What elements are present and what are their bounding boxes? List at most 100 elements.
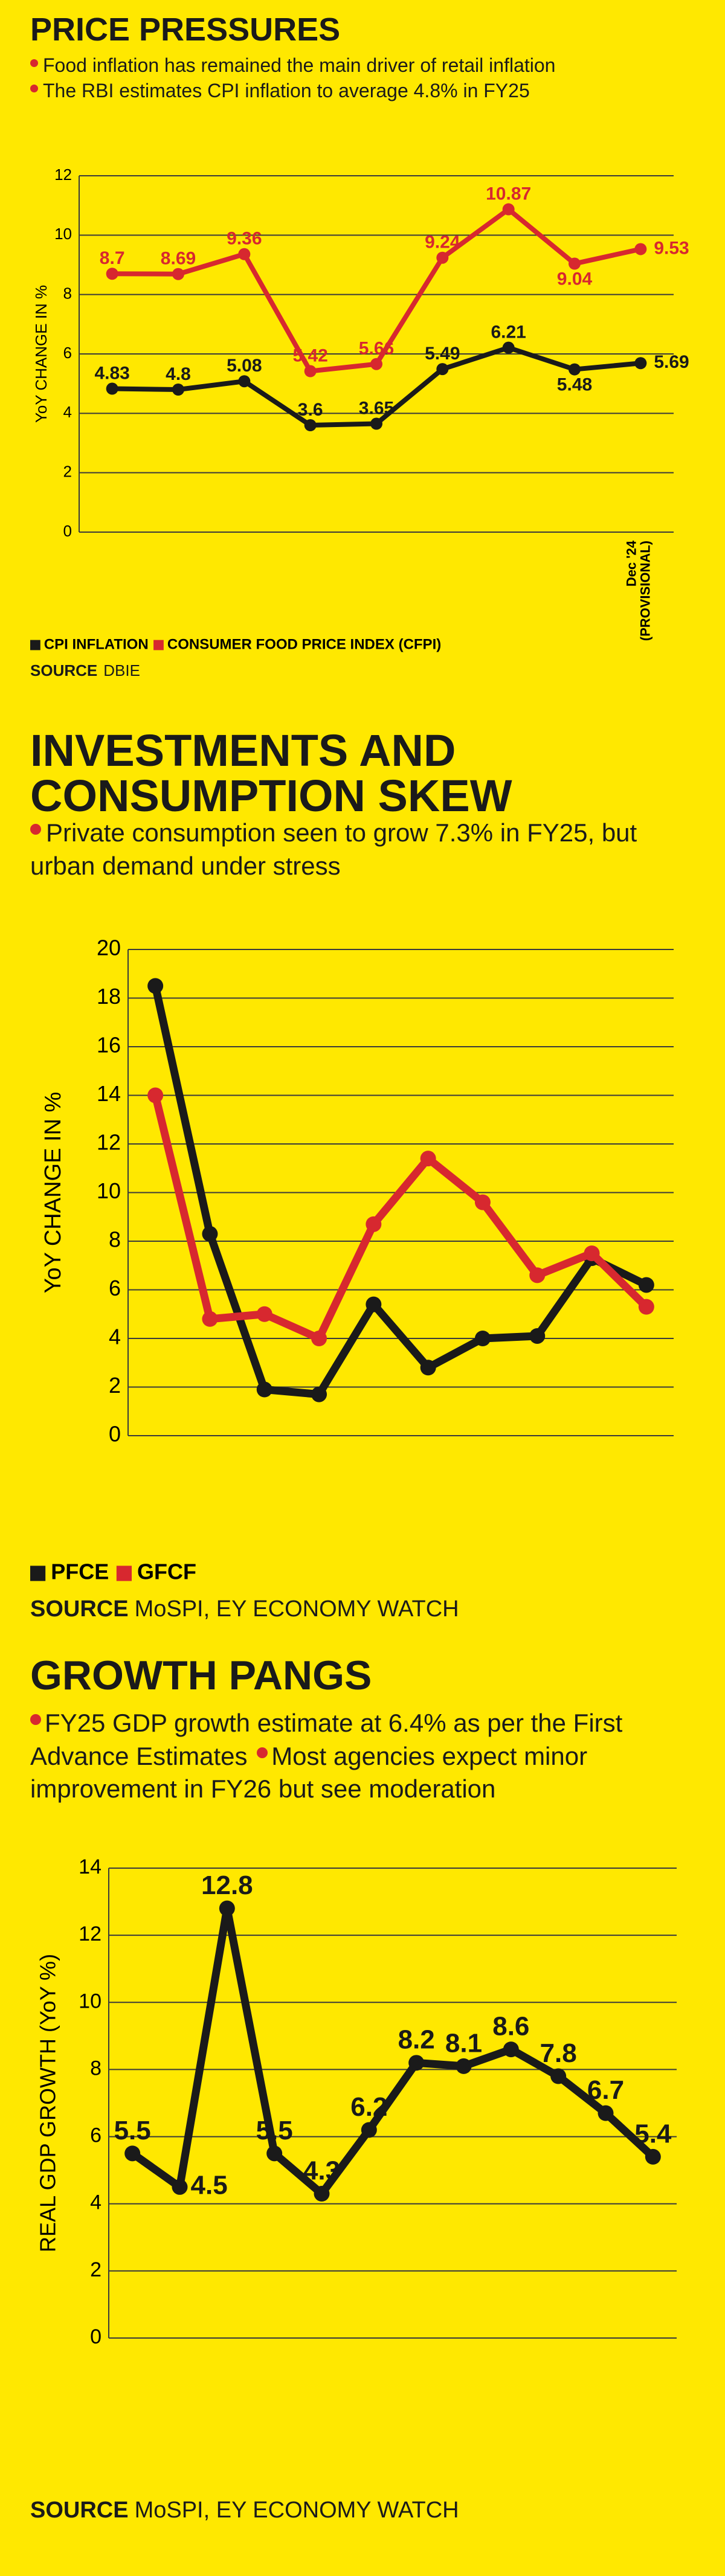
point (370, 417, 382, 430)
point (106, 268, 118, 280)
data-label: 4.8 (166, 364, 191, 384)
point (436, 363, 449, 376)
legend-label: CONSUMER FOOD PRICE INDEX (CFPI) (167, 636, 441, 652)
data-label: 9.24 (425, 233, 460, 252)
point (474, 1331, 491, 1346)
data-label: 6.2 (350, 2092, 387, 2122)
data-label: 5.5 (114, 2116, 151, 2145)
point (106, 382, 118, 395)
point (366, 1296, 382, 1312)
legend-label: GFCF (137, 1559, 196, 1584)
y-tick-label: 2 (90, 2258, 102, 2281)
y-tick-label: 6 (90, 2124, 102, 2147)
y-tick-label: 12 (79, 1922, 102, 1945)
point (172, 384, 184, 396)
chart-title: PRICE PRESSURES (30, 11, 341, 48)
point (502, 341, 515, 354)
point (502, 203, 515, 216)
y-tick-label: 6 (109, 1276, 121, 1300)
source: SOURCE MoSPI, EY ECONOMY WATCH (30, 1596, 459, 1622)
point (420, 1360, 436, 1376)
point (436, 251, 449, 264)
data-label: 5.42 (292, 345, 327, 365)
legend-label: CPI INFLATION (44, 636, 149, 652)
y-tick-label: 4 (109, 1325, 121, 1349)
y-tick-label: 2 (109, 1373, 121, 1398)
point (124, 2145, 141, 2162)
x-tick-label-line: Dec '24 (624, 540, 639, 586)
source: SOURCE DBIE (30, 661, 140, 680)
data-label: 5.66 (359, 339, 394, 359)
legend-swatch (153, 640, 164, 650)
y-tick-label: 10 (79, 1990, 102, 2012)
y-tick-label: 12 (97, 1130, 121, 1155)
data-label: 4.83 (94, 363, 129, 383)
y-tick-label: 14 (79, 1855, 102, 1878)
point (408, 2055, 425, 2071)
y-tick-label: 8 (63, 284, 72, 303)
source-text: MoSPI, EY ECONOMY WATCH (134, 2497, 459, 2523)
point (645, 2148, 661, 2165)
legend-label: PFCE (51, 1559, 109, 1584)
bullet: Most agencies expect minor improvement i… (30, 1741, 588, 1804)
point (420, 1151, 436, 1167)
point (638, 1277, 654, 1293)
bullet: FY25 GDP growth estimate at 6.4% as per … (30, 1709, 623, 1770)
source-label: SOURCE (30, 2497, 129, 2523)
point (529, 1328, 546, 1344)
data-label: 9.04 (557, 269, 593, 289)
y-tick-label: 0 (109, 1422, 121, 1447)
data-label: 5.69 (654, 352, 689, 372)
point (634, 357, 647, 370)
data-label: 9.36 (227, 229, 262, 249)
point (311, 1331, 327, 1346)
point (474, 1194, 491, 1210)
data-label: 10.87 (486, 184, 531, 204)
point (304, 365, 317, 377)
point (256, 1381, 272, 1398)
data-label: 4.5 (191, 2171, 228, 2200)
data-label: 7.8 (540, 2038, 577, 2068)
point (456, 2058, 472, 2074)
point (172, 2179, 188, 2195)
series-line (130, 1904, 656, 2198)
y-tick-label: 0 (90, 2325, 102, 2348)
point (238, 248, 251, 260)
data-label: 5.08 (227, 356, 262, 376)
data-label: 3.6 (298, 400, 323, 420)
y-tick-label: 2 (63, 463, 72, 481)
y-axis-label: YoY CHANGE IN % (40, 1092, 66, 1294)
point (311, 1386, 327, 1402)
source-text: DBIE (103, 661, 140, 679)
data-label: 5.4 (634, 2119, 672, 2148)
bullets: Food inflation has remained the main dri… (30, 53, 707, 103)
y-tick-label: 0 (63, 522, 72, 540)
x-tick-label: Dec '24(PROVISIONAL) (624, 540, 653, 641)
data-label: 9.53 (654, 238, 689, 258)
data-label: 8.7 (100, 248, 125, 268)
y-tick-label: 18 (97, 984, 121, 1009)
point (202, 1311, 218, 1327)
y-tick-label: 8 (109, 1227, 121, 1252)
source-text: MoSPI, EY ECONOMY WATCH (134, 1596, 459, 1622)
point (304, 419, 317, 431)
bullets: FY25 GDP growth estimate at 6.4% as per … (30, 1707, 683, 1806)
point (256, 1306, 272, 1322)
source-label: SOURCE (30, 1596, 129, 1622)
point (366, 1216, 382, 1232)
data-label: 8.2 (398, 2025, 435, 2055)
data-label: 6.7 (587, 2075, 624, 2105)
source-label: SOURCE (30, 661, 98, 679)
data-label: 6.21 (491, 323, 526, 342)
point (314, 2186, 330, 2202)
point (569, 363, 581, 376)
y-tick-label: 14 (97, 1081, 121, 1106)
legend-swatch (30, 1566, 46, 1581)
y-tick-label: 10 (54, 225, 72, 243)
data-label: 4.3 (303, 2156, 340, 2185)
y-axis-label: YoY CHANGE IN % (32, 285, 50, 423)
y-axis-label: REAL GDP GROWTH (YoY %) (36, 1954, 60, 2252)
point (361, 2122, 377, 2138)
y-tick-label: 20 (97, 936, 121, 960)
point (219, 1900, 235, 1916)
